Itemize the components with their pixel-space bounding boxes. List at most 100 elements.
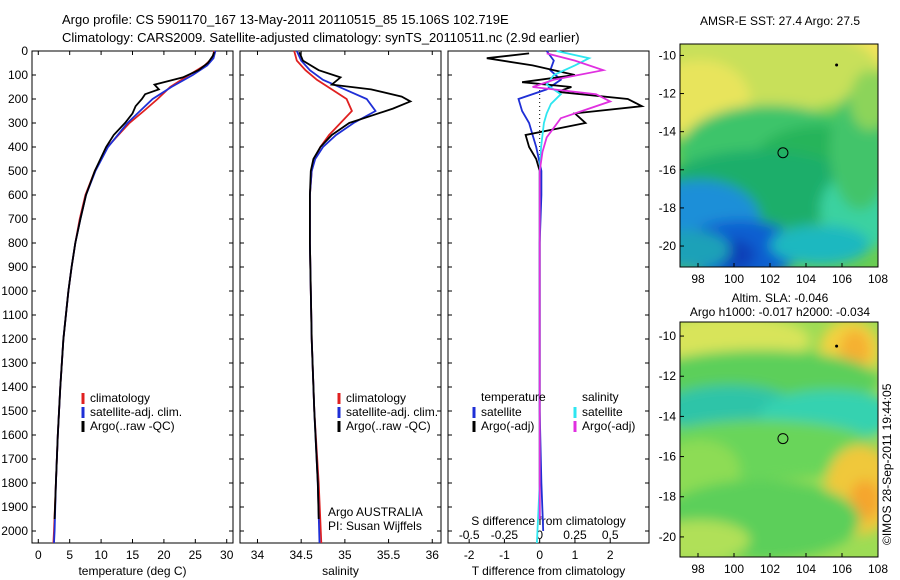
map-x-tick-label: 106: [832, 272, 852, 286]
x-axis-label: temperature (deg C): [78, 564, 186, 578]
y-tick-label: 1200: [1, 332, 28, 346]
sst-map-title: AMSR-E SST: 27.4 Argo: 27.5: [699, 14, 861, 28]
sla-map-island-marker: [835, 344, 839, 348]
y-tick-label: 0: [21, 44, 28, 58]
x-axis-label: salinity: [322, 564, 359, 578]
x2-tick-label: -0.25: [491, 528, 519, 542]
legend-climatology-label: climatology: [346, 391, 406, 405]
map-y-tick-label: -18: [659, 490, 677, 504]
figure-title: Argo profile: CS 5901170_167 13-May-2011…: [62, 12, 509, 27]
y-tick-label: 300: [8, 116, 28, 130]
y-tick-label: 800: [8, 236, 28, 250]
y-tick-label: 700: [8, 212, 28, 226]
y-tick-label: 500: [8, 164, 28, 178]
map-x-tick-label: 104: [796, 272, 816, 286]
legend-s-argo-label: Argo(-adj): [582, 419, 635, 433]
y-tick-label: 100: [8, 68, 28, 82]
map-x-tick-label: 108: [868, 562, 888, 576]
sla-map-field: [680, 322, 878, 557]
x-tick-label: 15: [126, 548, 140, 562]
plot-frame-temperature: [31, 50, 234, 544]
y-tick-label: 400: [8, 140, 28, 154]
y-tick-label: 1700: [1, 452, 28, 466]
legend-argo-label: Argo(..raw -QC): [346, 419, 431, 433]
x2-tick-label: 0.25: [563, 528, 587, 542]
sst-map-color-field: [680, 44, 878, 267]
figure-subtitle: Climatology: CARS2009. Satellite-adjuste…: [62, 30, 580, 45]
sst-map-profile-marker: [777, 147, 789, 159]
x-tick-label: 5: [66, 548, 73, 562]
sst-map-color-patch: [680, 230, 730, 267]
sla-map: -10 -12 -14 -16 -18 -20 98 100 102 104 106 108: [659, 321, 888, 576]
map-x-tick-label: 108: [868, 272, 888, 286]
x2-tick-label: -0.5: [459, 528, 480, 542]
legend-differences: temperature salinitysatelliteArgo(-adj)sa…: [472, 390, 635, 433]
x-tick-label: 30: [220, 548, 234, 562]
pi-label: PI: Susan Wijffels: [328, 519, 422, 533]
sst-map-color-patch: [770, 225, 870, 265]
map-y-tick-label: -12: [659, 87, 677, 101]
map-y-tick-label: -16: [659, 450, 677, 464]
y-tick-label: 1500: [1, 404, 28, 418]
map-x-tick-label: 98: [691, 562, 705, 576]
y-tick-label: 900: [8, 260, 28, 274]
legend-t-argo-label: Argo(-adj): [481, 419, 534, 433]
x-tick-label: 36: [426, 548, 440, 562]
sla-map-color-patch: [680, 520, 750, 557]
y-tick-label: 1600: [1, 428, 28, 442]
x2-tick-label: 0.5: [602, 528, 619, 542]
x2-axis-label: S difference from climatology: [471, 514, 626, 528]
legend-argo-label: Argo(..raw -QC): [90, 419, 175, 433]
plot-frame-differences: [447, 50, 650, 544]
map-x-tick-label: 100: [724, 272, 744, 286]
sla-map-title-1: Altim. SLA: -0.046: [731, 291, 829, 305]
x-tick-label: 20: [157, 548, 171, 562]
x2-tick-label: 0: [536, 528, 543, 542]
x-tick-label: 0: [536, 548, 543, 562]
x-tick-label: 0: [35, 548, 42, 562]
map-y-tick-label: -16: [659, 163, 677, 177]
x-tick-label: 2: [607, 548, 614, 562]
map-y-tick-label: -18: [659, 201, 677, 215]
map-y-tick-label: -10: [659, 329, 677, 343]
legend-climatology-label: climatology: [90, 391, 150, 405]
sla-map-profile-marker: [777, 433, 789, 445]
map-x-tick-label: 102: [760, 562, 780, 576]
plot-frame-salinity: [239, 50, 442, 544]
series-line-argo-raw-qc-: [298, 51, 413, 520]
legend-satellite-label: satellite-adj. clim.: [90, 405, 182, 419]
y-tick-label: 600: [8, 188, 28, 202]
x-tick-label: 34.5: [289, 548, 313, 562]
x-tick-label: 10: [94, 548, 108, 562]
y-tick-label: 1900: [1, 500, 28, 514]
sst-map-island-marker: [835, 63, 839, 67]
y-tick-label: 2000: [1, 524, 28, 538]
y-tick-label: 1300: [1, 356, 28, 370]
map-x-tick-label: 104: [796, 562, 816, 576]
sst-map-color-patch: [850, 70, 878, 130]
legend-temperature-header: temperature: [481, 390, 546, 404]
panel-temperature: 0100200300400500600700800900100011001200…: [1, 44, 233, 578]
y-tick-label: 1800: [1, 476, 28, 490]
x-tick-label: 25: [189, 548, 203, 562]
map-y-tick-label: -12: [659, 369, 677, 383]
sla-map-color-patch: [850, 480, 878, 520]
x-tick-label: 34: [251, 548, 265, 562]
map-y-tick-label: -14: [659, 125, 677, 139]
panel-differences: -2 -1 0 1 2 -0.5 -0.25 0 0.25 0.5S difference fro…: [447, 50, 650, 578]
y-tick-label: 1400: [1, 380, 28, 394]
map-y-tick-label: -20: [659, 530, 677, 544]
sla-map-frame: [679, 321, 879, 558]
sst-map-frame: [679, 43, 879, 268]
map-x-tick-label: 106: [832, 562, 852, 576]
y-tick-label: 1000: [1, 284, 28, 298]
map-x-tick-label: 98: [691, 272, 705, 286]
legend-t-satellite-label: satellite: [481, 405, 522, 419]
x-axis-label: T difference from climatology: [472, 564, 626, 578]
sla-map-title-2: Argo h1000: -0.017 h2000: -0.034: [689, 305, 871, 319]
map-y-tick-label: -10: [659, 48, 677, 62]
x-tick-label: 1: [572, 548, 579, 562]
x-tick-label: 35.5: [377, 548, 401, 562]
